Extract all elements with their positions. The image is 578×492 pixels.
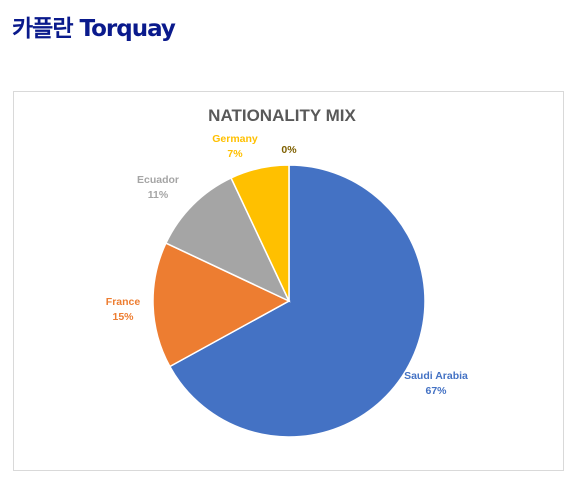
pie-slice-germany — [230, 164, 290, 302]
slice-label-value-germany: 7% — [227, 148, 243, 160]
pie-slice-saudi-arabia — [168, 164, 426, 438]
slice-label-value-ecuador: 11% — [148, 189, 169, 201]
slice-label-value-france: 15% — [112, 311, 134, 323]
chart-container: NATIONALITY MIX Saudi Arabia 67% France 15%… — [13, 91, 564, 471]
slice-label-name-france: France — [106, 296, 141, 308]
slice-label-value-other: 0% — [281, 144, 297, 156]
slice-labels: Saudi Arabia 67% France 15% Ecuador 11% German… — [106, 133, 468, 397]
slice-label-name-germany: Germany — [212, 133, 258, 145]
page-title: 카플란 Torquay — [12, 16, 176, 42]
slice-label-name-saudi-arabia: Saudi Arabia — [404, 370, 468, 382]
pie-slices — [152, 164, 426, 438]
pie-chart: NATIONALITY MIX Saudi Arabia 67% France 15%… — [106, 106, 468, 438]
slice-label-name-ecuador: Ecuador — [137, 174, 179, 186]
chart-title: NATIONALITY MIX — [208, 106, 356, 125]
pie-slice-ecuador — [164, 176, 291, 303]
slice-label-value-saudi-arabia: 67% — [425, 385, 447, 397]
pie-slice-france — [152, 242, 291, 368]
